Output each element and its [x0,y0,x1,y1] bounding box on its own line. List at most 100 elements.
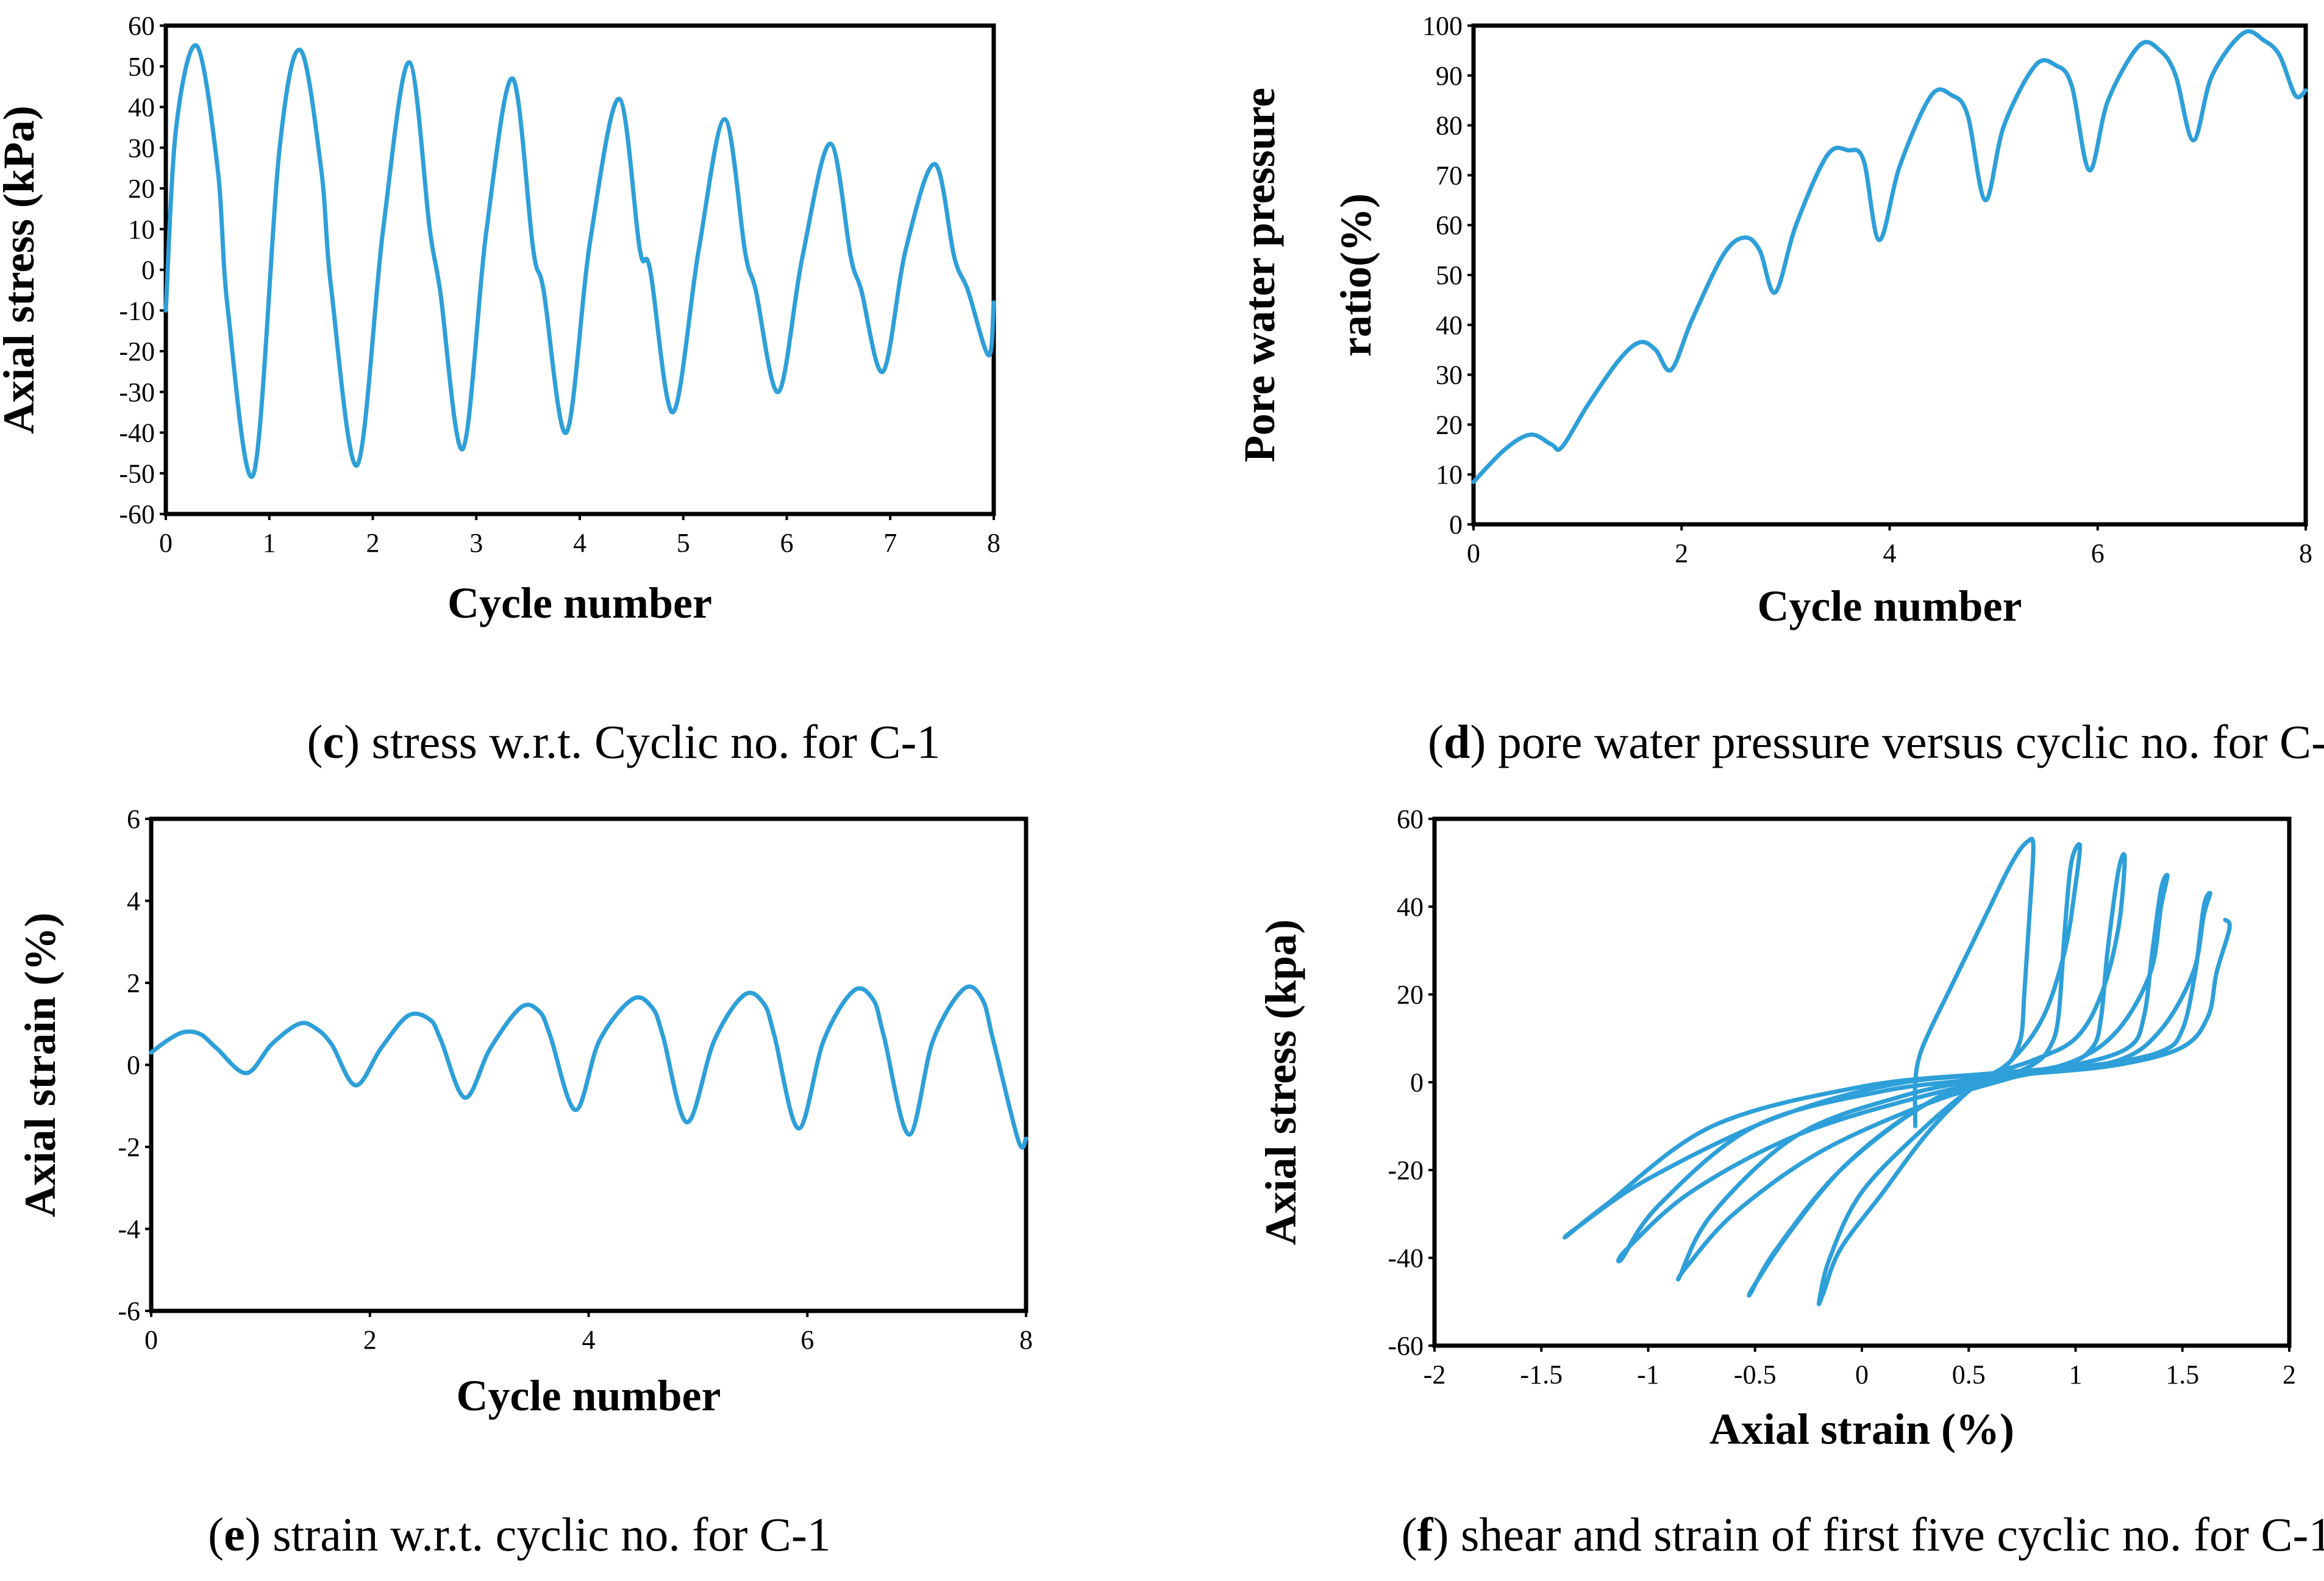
y-tick-label: 20 [1436,410,1463,440]
y-tick-label: 4 [127,887,140,916]
y-axis-title: Axial strain (%) [16,913,65,1218]
y-tick-label: 40 [128,93,155,123]
y-tick-label: -2 [118,1132,140,1162]
panel-caption: (e) strain w.r.t. cyclic no. for C-1 [208,1508,831,1561]
y-tick-label: 2 [127,968,140,998]
x-tick-label: 8 [1019,1325,1033,1355]
caption-text: ) shear and strain of first five cyclic … [1433,1508,2324,1561]
x-tick-label: 7 [883,528,897,558]
panel-caption: (f) shear and strain of first five cycli… [1402,1508,2324,1561]
caption-text: ) strain w.r.t. cyclic no. for C-1 [245,1508,831,1561]
x-tick-label: 0 [1467,538,1480,568]
y-axis-title: Axial stress (kPa) [0,105,43,434]
y-tick-label: 90 [1436,61,1463,91]
x-tick-label: 4 [582,1325,596,1355]
y-tick-label: -50 [119,459,155,488]
series-line-d [1471,29,2308,484]
y-tick-label: 0 [1410,1068,1424,1097]
caption-text: ) pore water pressure versus cyclic no. … [1470,715,2324,768]
y-tick-label: 30 [128,133,155,163]
x-tick-label: -0.5 [1734,1360,1777,1390]
panel-caption: (c) stress w.r.t. Cyclic no. for C-1 [307,715,940,768]
chart-panel-e: -6 -4 -2 0 2 4 6 0 2 4 6 8 Cycle number Axial strain … [16,804,1033,1561]
y-tick-label: -10 [119,296,155,326]
x-tick-label: 0.5 [1952,1360,1986,1390]
caption-open-paren: ( [1428,715,1444,768]
x-tick-label: 5 [677,528,690,558]
y-tick-label: -4 [118,1215,140,1244]
caption-open-paren: ( [1402,1508,1417,1561]
y-tick-label: 0 [127,1051,140,1080]
x-tick-label: -1.5 [1520,1360,1563,1390]
series-line-e [149,984,1028,1150]
y-tick-label: -20 [119,337,155,366]
y-tick-label: 10 [1436,460,1463,490]
caption-open-paren: ( [208,1508,224,1561]
x-tick-label: 2 [1675,538,1688,568]
caption-letter: e [224,1508,245,1561]
x-tick-label: 0 [159,528,173,558]
y-tick-label: 70 [1436,160,1463,190]
x-tick-label: 1 [263,528,276,558]
x-tick-label: 8 [987,528,1000,558]
x-tick-label: 2 [366,528,380,558]
y-axis-title-line: Pore water pressure [1235,88,1284,463]
chart-panel-d: 0 10 20 30 40 50 60 70 80 90 100 0 2 4 6 8 Cycle number P… [1235,11,2324,768]
x-tick-label: 8 [2299,538,2312,568]
y-tick-label: 20 [1397,980,1424,1010]
y-tick-label: 100 [1422,11,1463,41]
panel-caption: (d) pore water pressure versus cyclic no… [1428,715,2324,768]
y-tick-label: 6 [127,804,140,834]
x-axis-title: Cycle number [447,579,712,627]
caption-letter: c [323,715,344,768]
x-tick-label: 3 [469,528,483,558]
y-tick-label: 30 [1436,360,1463,390]
x-tick-label: 6 [2091,538,2105,568]
x-tick-label: -1 [1637,1360,1659,1390]
y-tick-label: -30 [119,377,155,407]
x-tick-label: 1 [2069,1360,2083,1390]
caption-open-paren: ( [307,715,323,768]
x-tick-label: 4 [573,528,586,558]
x-tick-label: 1.5 [2165,1360,2199,1390]
chart-panel-f: -60 -40 -20 0 20 40 60 -2 -1.5 -1 -0.5 0 0.5 1 1.5 2 Axi… [1256,804,2324,1561]
y-tick-label: -6 [118,1296,140,1326]
y-tick-label: 60 [1436,210,1463,240]
chart-panel-c: -60 -50 -40 -30 -20 -10 0 10 20 30 40 50 60 0 1 2 3 4 5 6 7 8… [0,11,1000,768]
x-axis-title: Cycle number [1758,582,2022,630]
plot-frame [163,23,996,516]
x-axis-title: Axial strain (%) [1709,1405,2014,1454]
plot-frame [149,816,1028,1313]
y-axis-title: Axial stress (kpa) [1256,919,1305,1246]
y-tick-label: 0 [1449,510,1463,540]
y-tick-label: -20 [1388,1155,1424,1185]
x-tick-label: 2 [2283,1360,2296,1390]
x-tick-label: 4 [1883,538,1897,568]
y-tick-label: 40 [1397,892,1424,922]
caption-text: ) stress w.r.t. Cyclic no. for C-1 [344,715,940,768]
x-tick-label: 0 [144,1325,158,1355]
y-tick-label: 60 [1397,804,1424,834]
y-tick-label: 80 [1436,111,1463,141]
series-line-f [1563,837,2232,1307]
y-tick-label: 0 [141,255,155,285]
y-tick-label: 60 [128,11,155,41]
x-tick-label: 0 [1855,1360,1869,1390]
y-tick-label: 50 [128,52,155,82]
y-tick-label: 40 [1436,310,1463,340]
x-tick-label: 2 [363,1325,377,1355]
x-tick-label: 6 [800,1325,814,1355]
y-axis-title-line: ratio(%) [1331,193,1380,357]
y-tick-label: 10 [128,215,155,244]
y-tick-label: -60 [119,499,155,529]
x-tick-label: -2 [1424,1360,1446,1390]
series-line-c [163,43,996,479]
y-tick-label: -40 [119,418,155,448]
y-tick-label: -40 [1388,1243,1424,1273]
y-tick-label: -60 [1388,1331,1424,1361]
y-tick-label: 50 [1436,260,1463,290]
caption-letter: f [1417,1508,1434,1561]
x-tick-label: 6 [780,528,794,558]
y-tick-label: 20 [128,174,155,204]
